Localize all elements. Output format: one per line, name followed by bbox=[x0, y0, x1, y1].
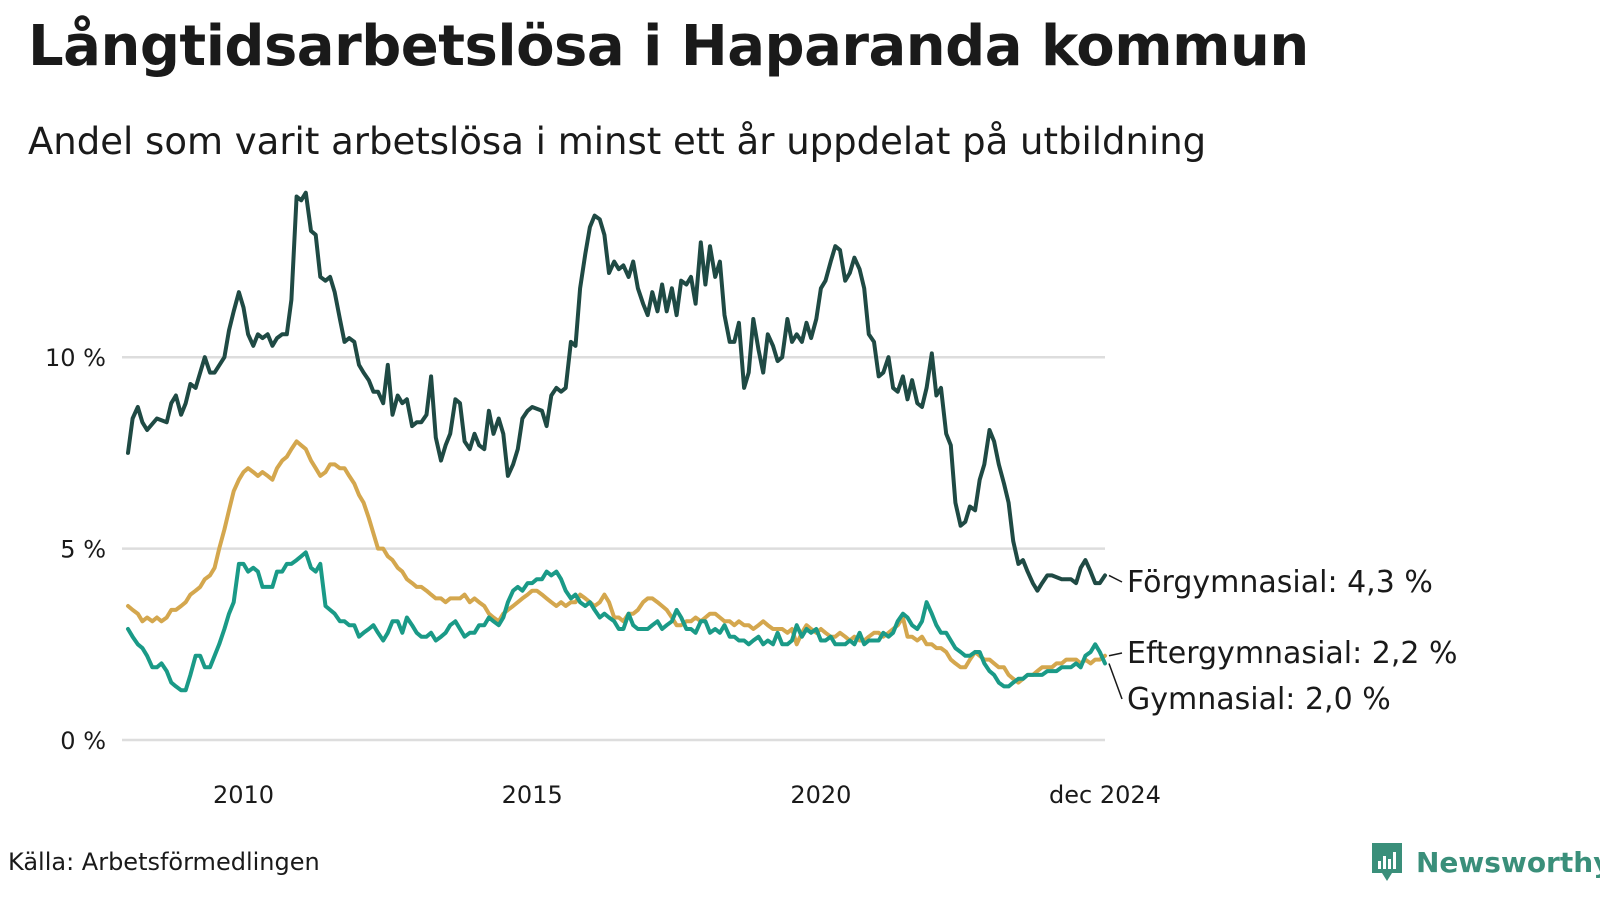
x-tick-label: 2010 bbox=[213, 781, 274, 809]
chart-title: Långtidsarbetslösa i Haparanda kommun bbox=[28, 14, 1309, 79]
y-tick-label: 5 % bbox=[60, 536, 106, 564]
grid-lines bbox=[122, 355, 1105, 742]
x-axis: 2010 2015 2020 dec 2024 bbox=[213, 781, 1161, 809]
end-label-eftergymnasial: Eftergymnasial: 2,2 % bbox=[1127, 636, 1458, 671]
label-connector-forgymnasial bbox=[1108, 574, 1123, 583]
end-label-gymnasial: Gymnasial: 2,0 % bbox=[1127, 682, 1391, 717]
series-lines bbox=[126, 190, 1107, 693]
y-tick-label: 0 % bbox=[60, 727, 106, 755]
series-line-eftergymnasial bbox=[126, 439, 1107, 685]
chart-subtitle: Andel som varit arbetslösa i minst ett å… bbox=[28, 120, 1207, 163]
series-line-gymnasial bbox=[126, 550, 1107, 693]
label-connector-gymnasial bbox=[1108, 663, 1123, 700]
newsworthy-logo-icon bbox=[1372, 843, 1402, 881]
x-tick-label: dec 2024 bbox=[1049, 781, 1161, 809]
x-tick-label: 2020 bbox=[790, 781, 851, 809]
end-labels: Förgymnasial: 4,3 % Eftergymnasial: 2,2 %… bbox=[1108, 565, 1458, 717]
x-tick-label: 2015 bbox=[502, 781, 563, 809]
end-label-forgymnasial: Förgymnasial: 4,3 % bbox=[1127, 565, 1433, 600]
y-tick-label: 10 % bbox=[45, 344, 106, 372]
brand-logo: Newsworthy bbox=[1370, 841, 1600, 883]
source-note: Källa: Arbetsförmedlingen bbox=[8, 848, 320, 876]
brand-name: Newsworthy bbox=[1416, 845, 1600, 879]
y-axis: 0 % 5 % 10 % bbox=[45, 344, 106, 755]
series-line-forgymnasial bbox=[126, 190, 1107, 593]
label-connector-eftergymnasial bbox=[1108, 652, 1123, 657]
